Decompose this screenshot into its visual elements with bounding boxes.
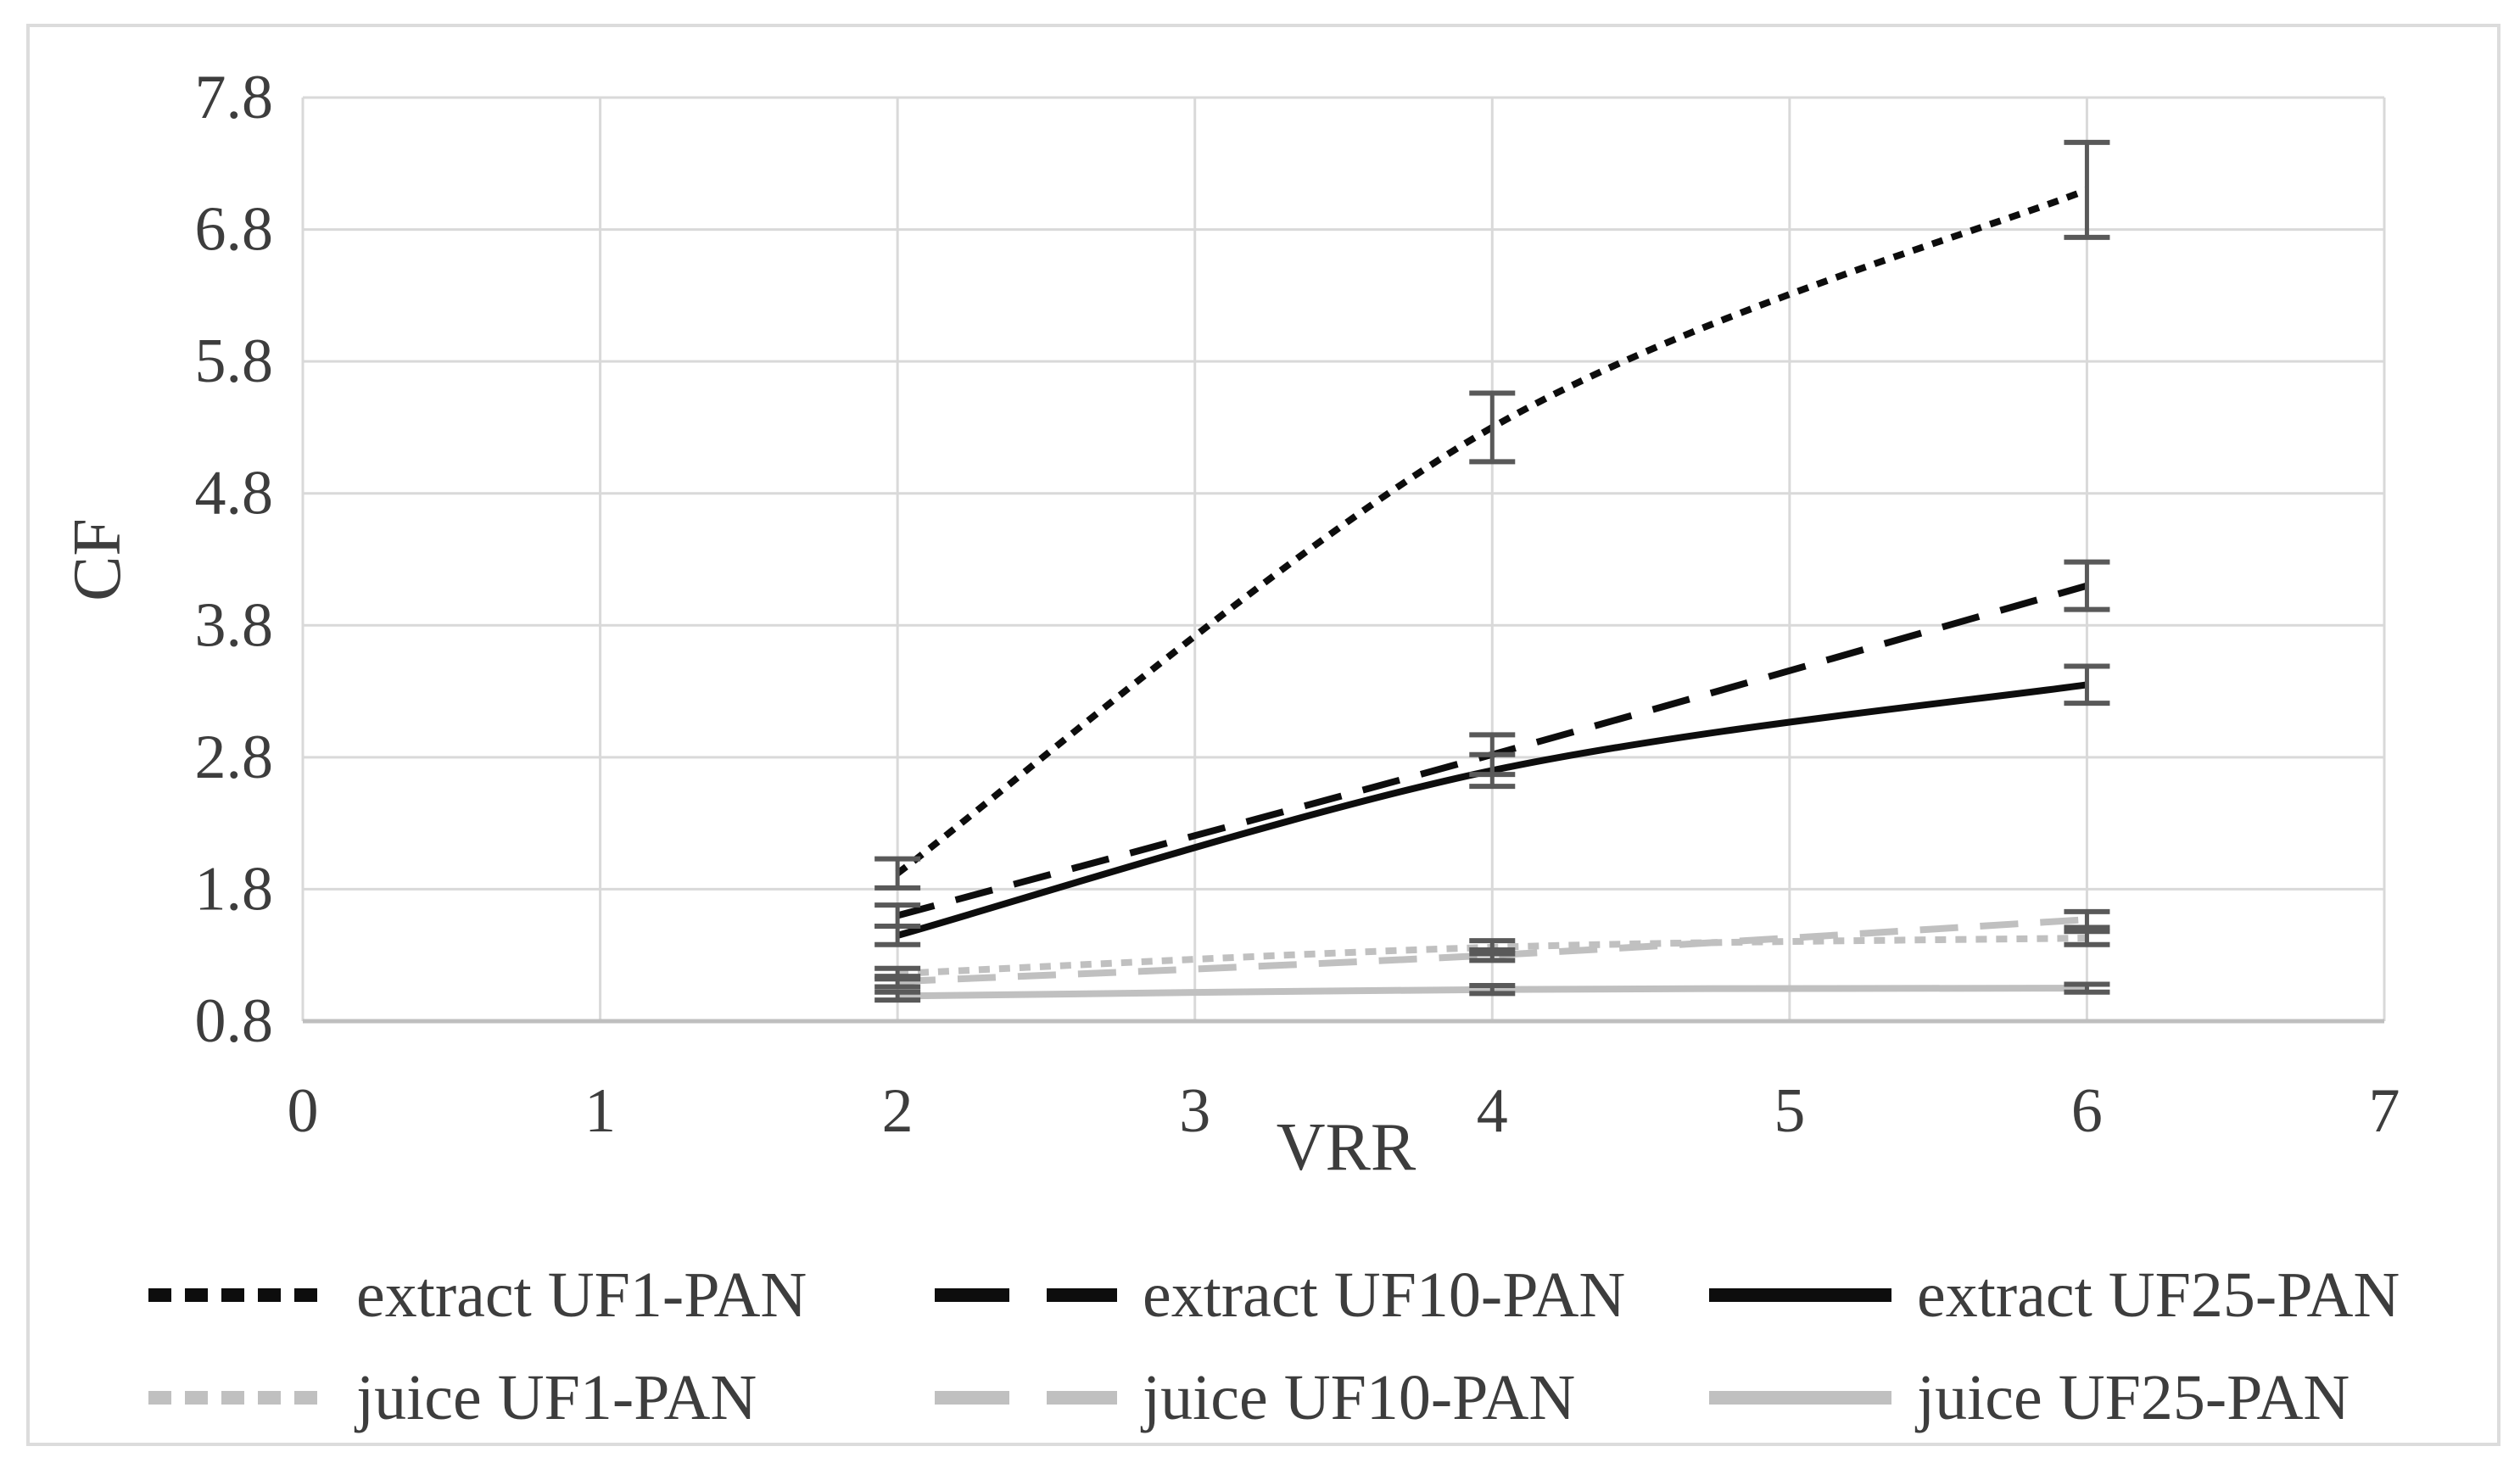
series-line-juice-uf10-pan bbox=[897, 916, 2087, 986]
x-tick-label: 5 bbox=[1774, 1076, 1805, 1146]
x-tick-label: 4 bbox=[1477, 1076, 1508, 1146]
figure-border bbox=[26, 24, 2500, 1446]
legend-label: extract UF25-PAN bbox=[1917, 1259, 2400, 1331]
legend-item-extract-uf1-pan: extract UF1-PAN bbox=[148, 1259, 807, 1331]
legend-item-juice-uf25-pan: juice UF25-PAN bbox=[1709, 1362, 2350, 1433]
legend-item-juice-uf10-pan: juice UF10-PAN bbox=[935, 1362, 1575, 1433]
legend-item-juice-uf1-pan: juice UF1-PAN bbox=[148, 1362, 757, 1433]
y-tick-label: 0.8 bbox=[195, 986, 274, 1056]
legend-item-extract-uf25-pan: extract UF25-PAN bbox=[1709, 1259, 2400, 1331]
x-tick-label: 6 bbox=[2071, 1076, 2103, 1146]
x-axis-title: VRR bbox=[1277, 1110, 1416, 1185]
x-tick-label: 0 bbox=[288, 1076, 319, 1146]
x-tick-label: 7 bbox=[2369, 1076, 2400, 1146]
x-tick-label: 3 bbox=[1179, 1076, 1210, 1146]
legend-label: juice UF25-PAN bbox=[1914, 1362, 2350, 1433]
legend-label: extract UF10-PAN bbox=[1143, 1259, 1625, 1331]
x-tick-label: 1 bbox=[584, 1076, 616, 1146]
y-tick-label: 6.8 bbox=[195, 195, 274, 265]
y-axis-title: CF bbox=[60, 518, 135, 601]
y-tick-label: 4.8 bbox=[195, 459, 274, 528]
y-tick-label: 2.8 bbox=[195, 723, 274, 792]
y-tick-label: 7.8 bbox=[195, 63, 274, 132]
legend-label: juice UF1-PAN bbox=[354, 1362, 757, 1433]
y-tick-label: 3.8 bbox=[195, 590, 274, 660]
x-tick-label: 2 bbox=[882, 1076, 914, 1146]
y-tick-label: 1.8 bbox=[195, 854, 274, 924]
legend-label: juice UF10-PAN bbox=[1140, 1362, 1575, 1433]
y-tick-label: 5.8 bbox=[195, 327, 274, 396]
legend-label: extract UF1-PAN bbox=[356, 1259, 807, 1331]
legend-item-extract-uf10-pan: extract UF10-PAN bbox=[935, 1259, 1625, 1331]
